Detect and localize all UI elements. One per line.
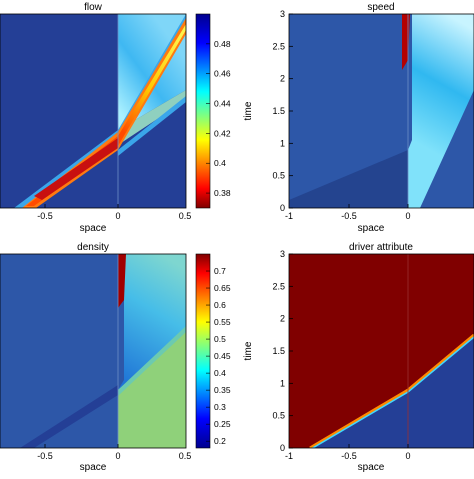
speed-lower-triangle <box>289 150 408 208</box>
density-title: density <box>77 242 109 253</box>
flow-xtick-label: 0.5 <box>179 211 192 221</box>
flow-colorbar-label: 0.38 <box>214 188 231 198</box>
density-colorbar-label: 0.4 <box>214 368 226 378</box>
density-xlabel: space <box>80 462 107 473</box>
density-dark-wedge <box>20 385 118 448</box>
driver-ytick-label: 0.5 <box>272 411 285 421</box>
flow-shock-red <box>34 138 118 200</box>
speed-ytick-label: 0 <box>280 203 285 213</box>
density-xtick-label: 0 <box>115 451 120 461</box>
flow-panel: flow -0.5 0 0.5 space 0.48 0.46 0.44 0.42 0.… <box>0 2 231 234</box>
density-red-strip <box>118 254 126 308</box>
speed-dark-wedge <box>420 90 474 208</box>
driver-ytick-label: 2 <box>280 314 285 324</box>
speed-title: speed <box>367 2 394 13</box>
driver-xtick-label: -0.5 <box>341 451 357 461</box>
density-colorbar-label: 0.55 <box>214 317 231 327</box>
flow-lower-edge <box>118 96 186 156</box>
driver-attribute-panel: driver attribute time 0 0.5 1 1.5 2 2.5 3 -1 -… <box>243 242 474 473</box>
density-colorbar-label: 0.6 <box>214 300 226 310</box>
speed-ylabel: time <box>243 101 254 120</box>
flow-colorbar-label: 0.46 <box>214 69 231 79</box>
flow-xlabel: space <box>80 223 107 234</box>
speed-panel: speed time 0 0.5 1 1.5 2 2.5 3 -1 -0.5 0 space <box>243 2 474 234</box>
speed-ytick-label: 1.5 <box>272 106 285 116</box>
speed-ytick-label: 1 <box>280 138 285 148</box>
flow-colorbar-label: 0.48 <box>214 39 231 49</box>
driver-blue-region <box>310 335 474 448</box>
driver-ytick-label: 3 <box>280 249 285 259</box>
density-colorbar-label: 0.5 <box>214 334 226 344</box>
density-colorbar-label: 0.7 <box>214 266 226 276</box>
flow-colorbar-label: 0.4 <box>214 158 226 168</box>
density-colorbar-label: 0.45 <box>214 351 231 361</box>
density-colorbar <box>195 253 211 449</box>
driver-xtick-label: 0 <box>405 451 410 461</box>
flow-xtick-label: 0 <box>115 211 120 221</box>
speed-ytick-label: 3 <box>280 9 285 19</box>
speed-xlabel: space <box>358 223 385 234</box>
flow-title: flow <box>84 2 103 13</box>
density-green-region <box>118 330 186 448</box>
driver-ytick-label: 2.5 <box>272 281 285 291</box>
density-colorbar-label: 0.3 <box>214 402 226 412</box>
driver-title: driver attribute <box>349 242 413 253</box>
driver-xlabel: space <box>358 462 385 473</box>
driver-xtick-label: -1 <box>285 451 293 461</box>
driver-ytick-label: 0 <box>280 443 285 453</box>
speed-ytick-label: 2 <box>280 74 285 84</box>
density-colorbar-label: 0.2 <box>214 436 226 446</box>
density-xtick-label: -0.5 <box>37 451 53 461</box>
density-colorbar-label: 0.25 <box>214 419 231 429</box>
flow-colorbar-label: 0.44 <box>214 99 231 109</box>
speed-xtick-label: 0 <box>405 211 410 221</box>
speed-ytick-label: 2.5 <box>272 41 285 51</box>
flow-upper-right-region <box>118 90 186 145</box>
density-xtick-label: 0.5 <box>179 451 192 461</box>
flow-colorbar <box>195 13 211 209</box>
driver-ytick-label: 1 <box>280 378 285 388</box>
density-panel: density -0.5 0 0.5 space 0.7 0.65 0.6 0.55 0… <box>0 242 231 473</box>
density-fan-edge <box>118 326 186 396</box>
driver-ytick-label: 1.5 <box>272 346 285 356</box>
density-colorbar-label: 0.35 <box>214 385 231 395</box>
speed-xtick-label: -0.5 <box>341 211 357 221</box>
speed-ytick-label: 0.5 <box>272 171 285 181</box>
density-colorbar-label: 0.65 <box>214 283 231 293</box>
flow-xtick-label: -0.5 <box>37 211 53 221</box>
speed-xtick-label: -1 <box>285 211 293 221</box>
driver-ylabel: time <box>243 341 254 360</box>
flow-colorbar-label: 0.42 <box>214 128 231 138</box>
